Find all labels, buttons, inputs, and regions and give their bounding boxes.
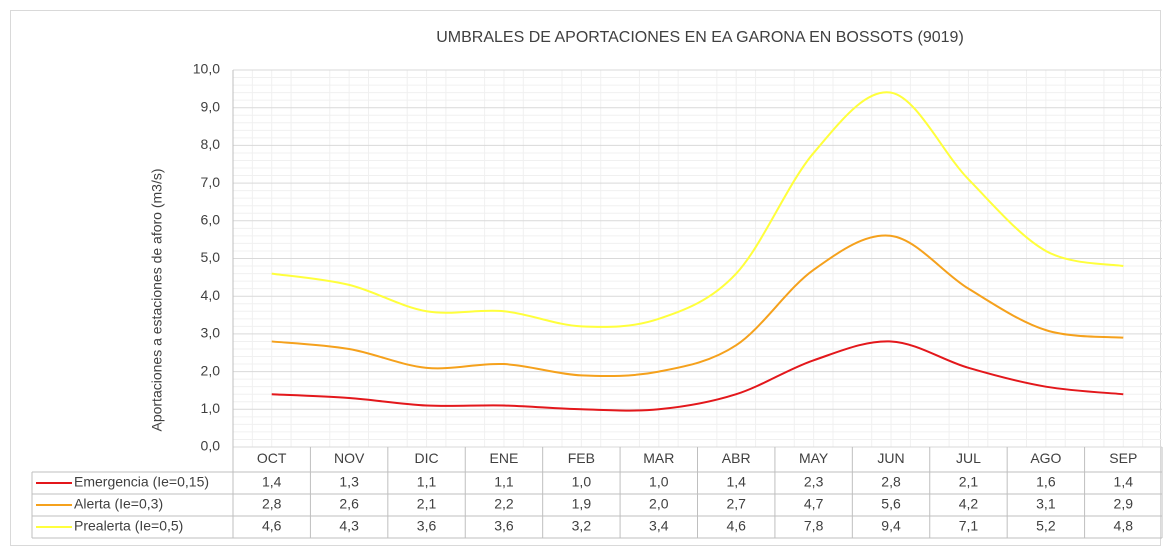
- table-value: 1,1: [494, 474, 514, 490]
- table-value: 4,6: [262, 518, 282, 534]
- y-tick-label: 10,0: [193, 61, 220, 77]
- table-value: 2,8: [262, 496, 282, 512]
- y-tick-label: 3,0: [201, 325, 221, 341]
- x-tick-label: NOV: [334, 450, 365, 466]
- chart-title: UMBRALES DE APORTACIONES EN EA GARONA EN…: [436, 29, 964, 46]
- y-tick-label: 0,0: [201, 438, 221, 454]
- table-value: 3,1: [1036, 496, 1056, 512]
- x-tick-label: JUN: [877, 450, 904, 466]
- table-value: 1,3: [339, 474, 359, 490]
- y-tick-label: 7,0: [201, 174, 221, 190]
- table-value: 3,4: [649, 518, 669, 534]
- x-tick-label: JUL: [956, 450, 981, 466]
- table-value: 1,6: [1036, 474, 1056, 490]
- legend-label: Prealerta (Ie=0,5): [74, 518, 183, 534]
- table-value: 4,2: [959, 496, 979, 512]
- table-value: 4,3: [339, 518, 359, 534]
- table-value: 1,9: [572, 496, 592, 512]
- y-tick-label: 1,0: [201, 400, 221, 416]
- y-tick-label: 5,0: [201, 249, 221, 265]
- table-value: 3,6: [494, 518, 514, 534]
- y-axis-label: Aportaciones a estaciones de aforo (m3/s…: [149, 168, 165, 431]
- table-value: 1,4: [726, 474, 746, 490]
- y-tick-label: 9,0: [201, 98, 221, 114]
- x-tick-label: AGO: [1030, 450, 1061, 466]
- y-tick-label: 6,0: [201, 212, 221, 228]
- x-tick-label: MAY: [799, 450, 829, 466]
- table-value: 2,1: [417, 496, 437, 512]
- y-tick-label: 8,0: [201, 136, 221, 152]
- x-tick-label: MAR: [643, 450, 674, 466]
- series-line: [271, 340, 1124, 412]
- table-value: 7,1: [959, 518, 979, 534]
- x-tick-label: SEP: [1109, 450, 1137, 466]
- table-value: 4,6: [726, 518, 746, 534]
- legend-label: Emergencia (Ie=0,15): [74, 474, 209, 490]
- y-tick-label: 2,0: [201, 362, 221, 378]
- x-tick-label: ENE: [490, 450, 519, 466]
- table-value: 1,0: [572, 474, 592, 490]
- x-tick-label: DIC: [414, 450, 438, 466]
- table-value: 4,8: [1114, 518, 1134, 534]
- table-value: 7,8: [804, 518, 824, 534]
- x-tick-label: ABR: [722, 450, 751, 466]
- x-tick-label: OCT: [257, 450, 287, 466]
- table-value: 2,6: [339, 496, 359, 512]
- table-value: 1,4: [1114, 474, 1134, 490]
- table-value: 3,2: [572, 518, 592, 534]
- table-value: 2,3: [804, 474, 824, 490]
- series-line: [271, 234, 1124, 378]
- table-value: 9,4: [881, 518, 901, 534]
- table-value: 2,0: [649, 496, 669, 512]
- series-line: [271, 91, 1124, 328]
- table-value: 2,1: [959, 474, 979, 490]
- y-tick-label: 4,0: [201, 287, 221, 303]
- table-value: 5,2: [1036, 518, 1056, 534]
- table-value: 4,7: [804, 496, 824, 512]
- table-value: 5,6: [881, 496, 901, 512]
- table-value: 2,2: [494, 496, 514, 512]
- table-value: 3,6: [417, 518, 437, 534]
- table-value: 1,0: [649, 474, 669, 490]
- table-value: 2,8: [881, 474, 901, 490]
- table-value: 2,7: [726, 496, 746, 512]
- table-value: 2,9: [1114, 496, 1134, 512]
- legend-label: Alerta (Ie=0,3): [74, 496, 163, 512]
- x-tick-label: FEB: [568, 450, 595, 466]
- table-value: 1,4: [262, 474, 282, 490]
- table-value: 1,1: [417, 474, 437, 490]
